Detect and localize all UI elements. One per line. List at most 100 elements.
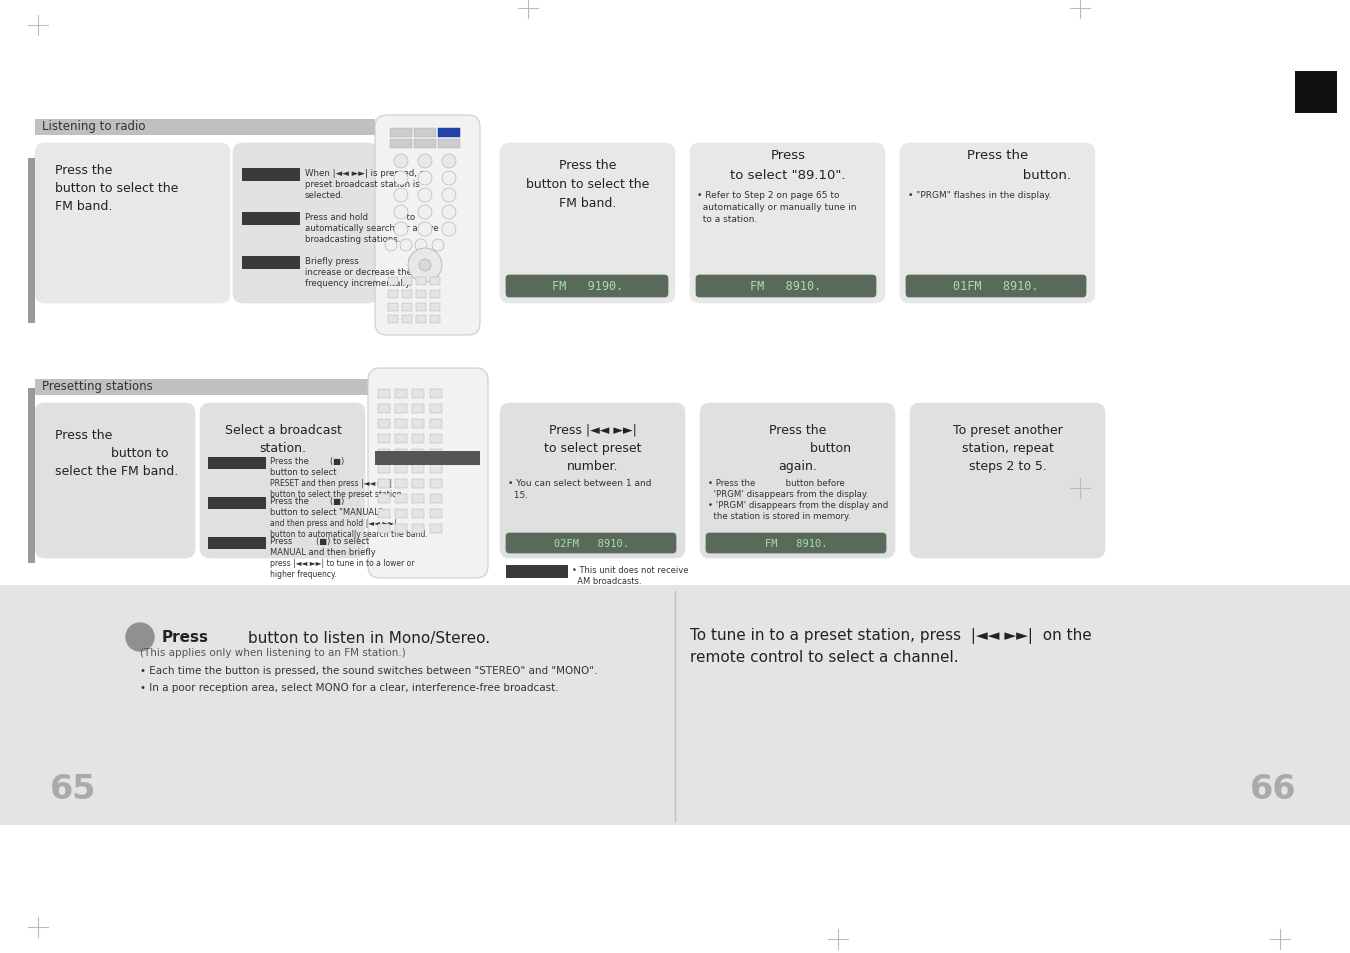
Text: Press the: Press the	[559, 159, 617, 172]
Bar	[431, 495, 441, 503]
Circle shape	[441, 189, 456, 203]
Bar	[431, 277, 440, 286]
Text: 02FM   8910.: 02FM 8910.	[554, 538, 629, 548]
Circle shape	[418, 154, 432, 169]
Bar	[431, 450, 441, 458]
FancyBboxPatch shape	[35, 403, 194, 558]
Text: steps 2 to 5.: steps 2 to 5.	[969, 459, 1048, 473]
Bar	[412, 479, 424, 489]
Circle shape	[441, 223, 456, 236]
Bar	[390, 140, 412, 149]
Bar	[387, 291, 398, 298]
FancyBboxPatch shape	[369, 369, 487, 578]
Bar	[396, 510, 406, 518]
FancyBboxPatch shape	[35, 144, 230, 304]
Text: Select a broadcast: Select a broadcast	[224, 423, 342, 436]
Circle shape	[418, 260, 431, 272]
FancyBboxPatch shape	[506, 275, 668, 297]
Bar	[378, 495, 390, 503]
Text: • 'PRGM' disappears from the display and: • 'PRGM' disappears from the display and	[707, 500, 888, 510]
Bar	[387, 277, 398, 286]
Bar	[431, 435, 441, 443]
Bar	[1295, 71, 1336, 113]
Text: • This unit does not receive: • This unit does not receive	[572, 565, 688, 575]
Bar	[431, 291, 440, 298]
Text: to select "89.10".: to select "89.10".	[730, 169, 845, 182]
Text: MANUAL and then briefly: MANUAL and then briefly	[270, 547, 375, 557]
Circle shape	[441, 154, 456, 169]
FancyBboxPatch shape	[910, 403, 1106, 558]
Bar	[375, 452, 481, 465]
Circle shape	[394, 223, 408, 236]
Circle shape	[418, 189, 432, 203]
FancyBboxPatch shape	[500, 144, 675, 304]
Bar	[506, 565, 568, 578]
Text: 'PRGM' disappears from the display.: 'PRGM' disappears from the display.	[707, 490, 868, 498]
Text: Press the        (■): Press the (■)	[270, 497, 344, 505]
Text: automatically or manually tune in: automatically or manually tune in	[697, 203, 856, 212]
Bar	[378, 419, 390, 429]
Bar	[412, 419, 424, 429]
Bar	[378, 510, 390, 518]
Text: station, repeat: station, repeat	[963, 441, 1054, 455]
Text: Press: Press	[771, 149, 806, 162]
FancyBboxPatch shape	[506, 534, 676, 554]
Circle shape	[385, 240, 397, 252]
Text: button to: button to	[55, 447, 169, 459]
Text: FM   8910.: FM 8910.	[764, 538, 828, 548]
Text: • "PRGM" flashes in the display.: • "PRGM" flashes in the display.	[909, 191, 1052, 200]
FancyBboxPatch shape	[200, 403, 364, 558]
Bar	[402, 315, 412, 324]
Text: automatically search for active: automatically search for active	[305, 224, 439, 233]
Circle shape	[394, 154, 408, 169]
FancyBboxPatch shape	[697, 275, 876, 297]
Text: preset broadcast station is: preset broadcast station is	[305, 180, 420, 189]
Circle shape	[394, 189, 408, 203]
FancyBboxPatch shape	[900, 144, 1095, 304]
Bar	[378, 435, 390, 443]
Text: FM band.: FM band.	[559, 196, 617, 210]
FancyBboxPatch shape	[234, 144, 378, 304]
Bar	[431, 419, 441, 429]
Bar	[35, 120, 375, 136]
Text: button.: button.	[925, 169, 1071, 182]
Bar	[208, 537, 266, 550]
Text: higher frequency.: higher frequency.	[270, 569, 336, 578]
Circle shape	[400, 240, 412, 252]
Circle shape	[414, 240, 427, 252]
Text: selected.: selected.	[305, 191, 344, 200]
Text: Press the: Press the	[968, 149, 1029, 162]
Bar	[0, 585, 1350, 825]
FancyBboxPatch shape	[500, 403, 684, 558]
Text: 66: 66	[1250, 772, 1296, 805]
Text: Listening to radio: Listening to radio	[42, 120, 146, 132]
Bar	[378, 405, 390, 414]
Text: Press the: Press the	[769, 423, 826, 436]
Circle shape	[418, 223, 432, 236]
Text: • In a poor reception area, select MONO for a clear, interference-free broadcast: • In a poor reception area, select MONO …	[140, 682, 559, 692]
Bar	[28, 159, 35, 324]
Text: • Refer to Step 2 on page 65 to: • Refer to Step 2 on page 65 to	[697, 191, 840, 200]
Bar	[396, 524, 406, 534]
Text: button to select: button to select	[270, 468, 336, 476]
FancyBboxPatch shape	[690, 144, 886, 304]
Bar	[396, 464, 406, 474]
Bar	[431, 390, 441, 398]
Circle shape	[408, 249, 441, 283]
Text: • Each time the button is pressed, the sound switches between "STEREO" and "MONO: • Each time the button is pressed, the s…	[140, 665, 597, 676]
Text: 15.: 15.	[508, 491, 528, 499]
Text: button to select the: button to select the	[526, 178, 649, 191]
Bar	[412, 450, 424, 458]
Text: FM   8910.: FM 8910.	[751, 280, 822, 293]
Circle shape	[441, 206, 456, 220]
Text: To preset another: To preset another	[953, 423, 1062, 436]
Text: When |◄◄ ►►| is pressed, a: When |◄◄ ►►| is pressed, a	[305, 169, 425, 178]
Text: Briefly press                  to: Briefly press to	[305, 256, 417, 266]
Text: number.: number.	[567, 459, 618, 473]
Bar	[416, 291, 427, 298]
Bar	[396, 450, 406, 458]
Text: to a station.: to a station.	[697, 214, 757, 224]
Text: the station is stored in memory.: the station is stored in memory.	[707, 512, 850, 520]
Text: Presetting stations: Presetting stations	[42, 379, 153, 393]
Text: Press the        (■): Press the (■)	[270, 456, 344, 465]
